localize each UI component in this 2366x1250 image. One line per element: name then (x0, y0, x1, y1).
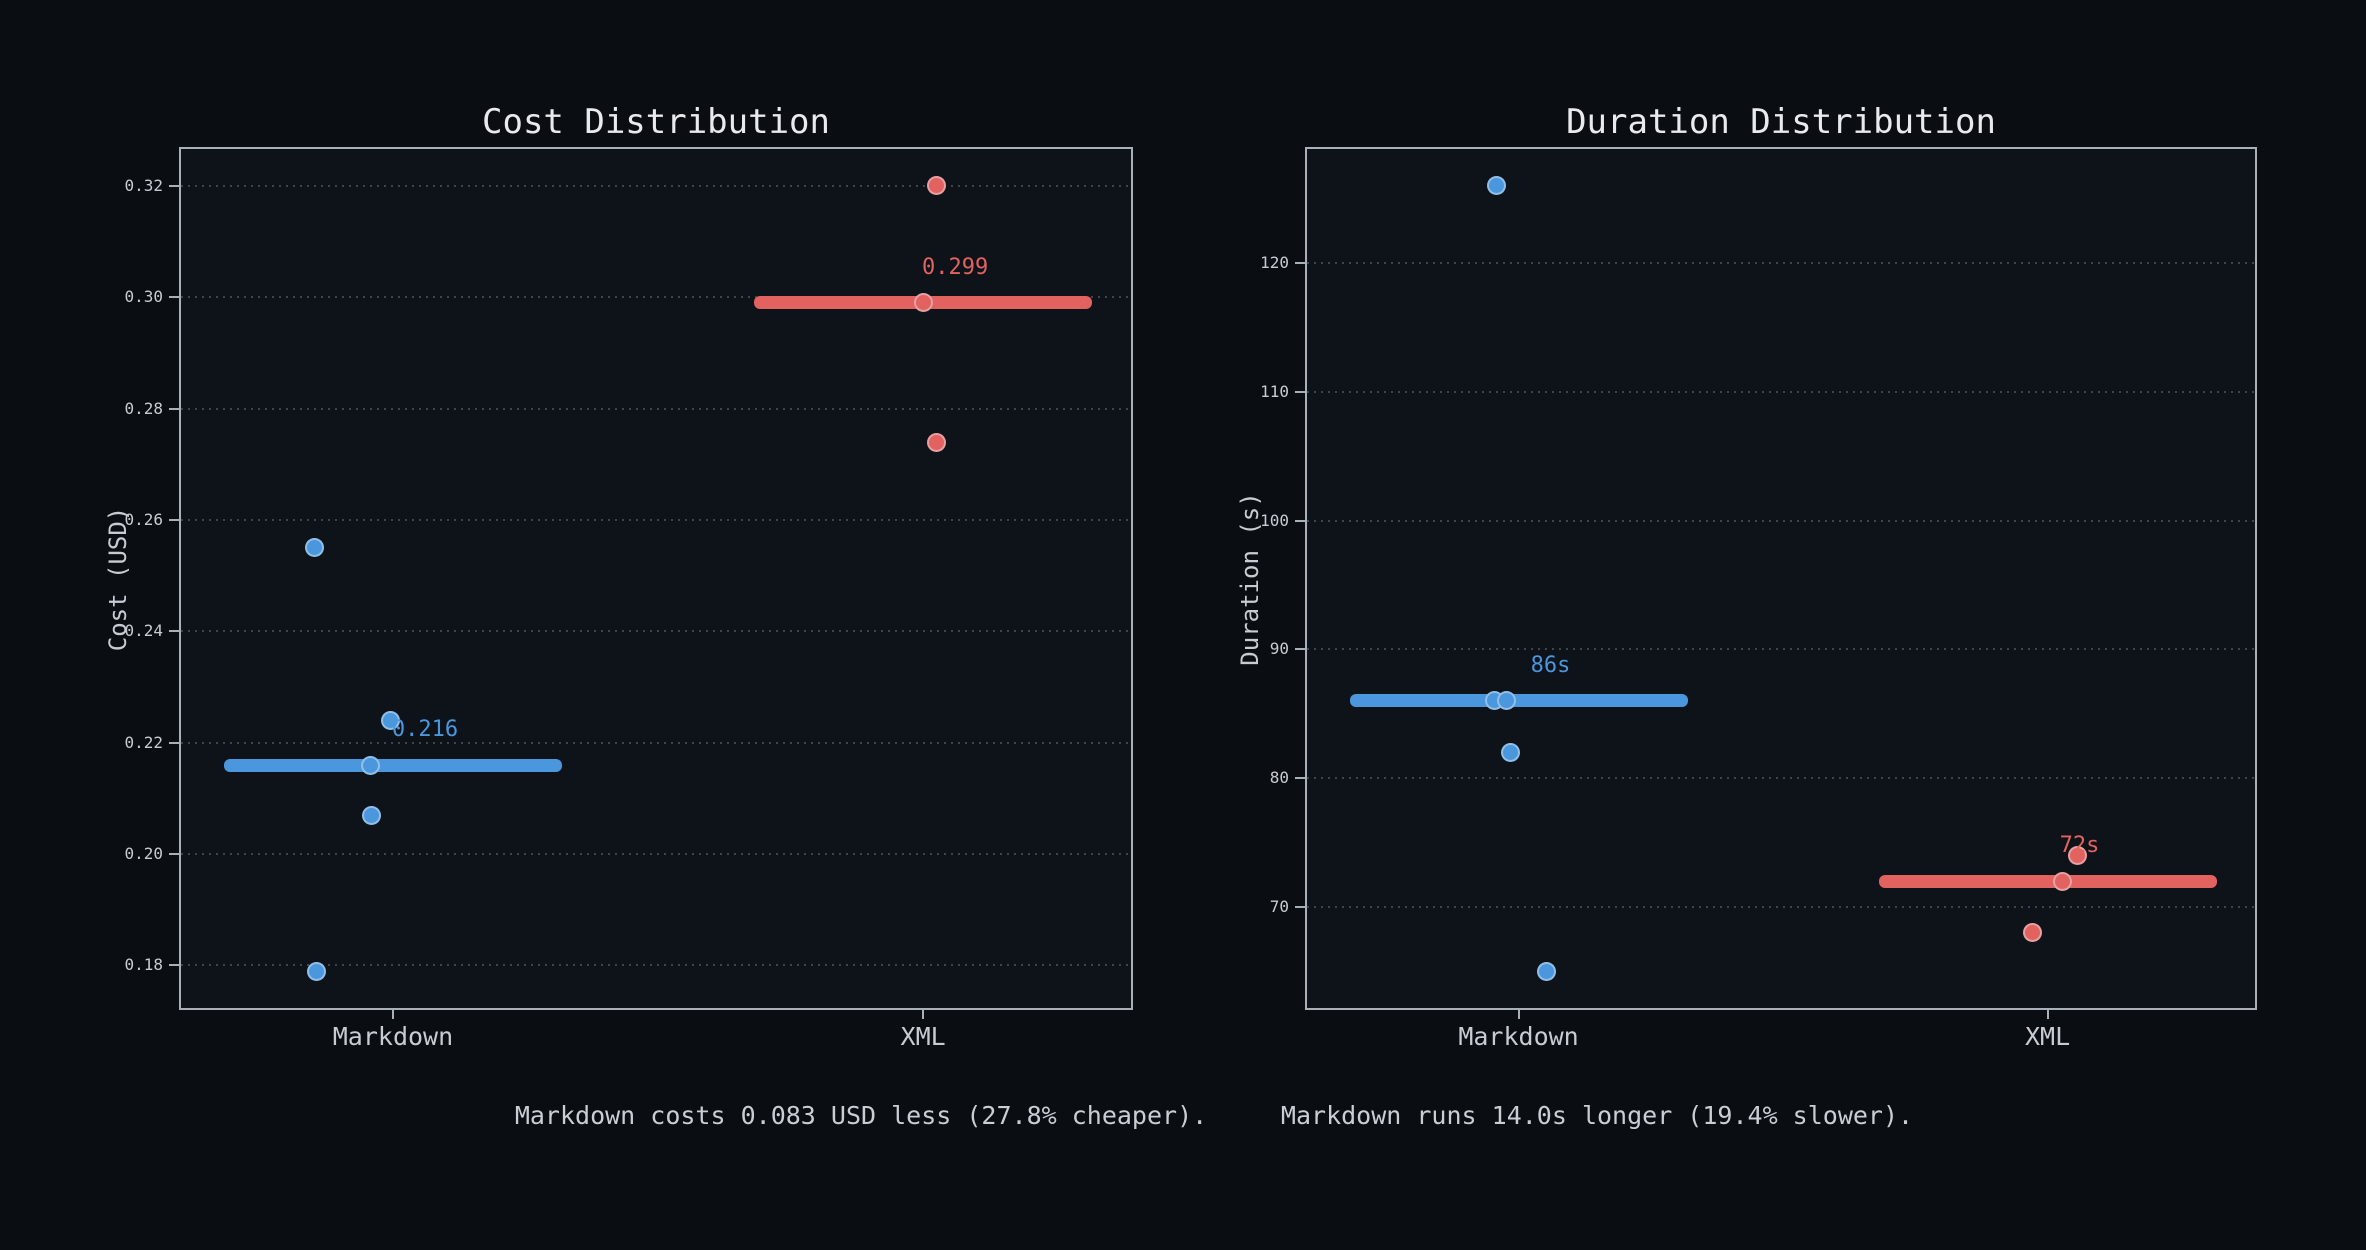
y-tick-mark (169, 630, 179, 633)
y-tick-label: 0.32 (124, 175, 163, 195)
category-label: XML (2024, 1022, 2071, 1051)
gridline (181, 519, 1131, 522)
y-tick-label: 0.30 (124, 287, 163, 307)
median-line (1349, 694, 1688, 708)
y-tick-mark (169, 407, 179, 410)
median-label: 0.216 (391, 717, 459, 743)
y-axis-label: Cost (USD) (104, 506, 132, 651)
y-tick-label: 90 (1269, 639, 1289, 659)
y-tick-label: 100 (1260, 510, 1289, 530)
y-tick-mark (169, 964, 179, 967)
data-point (305, 538, 325, 558)
x-tick-mark (922, 1010, 925, 1019)
chart-title: Cost Distribution (482, 102, 830, 142)
median-label: 72s (2059, 833, 2100, 859)
y-tick-mark (169, 184, 179, 187)
data-point (2068, 845, 2088, 865)
y-tick-label: 0.18 (124, 955, 163, 975)
y-tick-mark (1295, 390, 1305, 393)
y-tick-mark (169, 296, 179, 299)
gridline (1307, 777, 2255, 780)
x-tick-mark (2046, 1010, 2049, 1019)
median-label: 0.299 (921, 254, 989, 280)
data-point (2023, 923, 2043, 943)
data-point (362, 805, 382, 825)
data-point (381, 710, 401, 730)
y-tick-label: 0.22 (124, 732, 163, 752)
gridline (181, 853, 1131, 856)
plot-area (179, 147, 1133, 1010)
gridline (181, 964, 1131, 967)
y-tick-label: 0.26 (124, 510, 163, 530)
data-point (926, 176, 946, 196)
gridline (1307, 390, 2255, 393)
data-point (926, 432, 946, 452)
y-tick-mark (169, 741, 179, 744)
y-tick-mark (1295, 648, 1305, 651)
data-point (1497, 691, 1517, 711)
data-point (361, 755, 381, 775)
gridline (181, 741, 1131, 744)
x-tick-mark (391, 1010, 394, 1019)
y-tick-label: 0.20 (124, 844, 163, 864)
data-point (2053, 871, 2073, 891)
data-point (1501, 742, 1521, 762)
median-line (1878, 874, 2217, 888)
median-label: 86s (1530, 652, 1571, 678)
data-point (1537, 961, 1557, 981)
plot-area (1305, 147, 2257, 1010)
y-tick-mark (1295, 519, 1305, 522)
gridline (181, 296, 1131, 299)
category-label: Markdown (332, 1022, 454, 1051)
y-tick-label: 120 (1260, 252, 1289, 272)
gridline (181, 184, 1131, 187)
y-tick-mark (1295, 777, 1305, 780)
category-label: XML (900, 1022, 946, 1051)
gridline (181, 407, 1131, 410)
gridline (1307, 261, 2255, 264)
y-tick-mark (169, 519, 179, 522)
y-tick-mark (169, 853, 179, 856)
y-tick-mark (1295, 905, 1305, 908)
gridline (1307, 519, 2255, 522)
data-point (1487, 176, 1507, 196)
gridline (1307, 905, 2255, 908)
data-point (307, 961, 327, 981)
gridline (181, 630, 1131, 633)
y-tick-label: 80 (1269, 768, 1289, 788)
y-axis-label: Duration (s) (1236, 491, 1264, 666)
y-tick-label: 0.24 (124, 621, 163, 641)
category-label: Markdown (1458, 1022, 1579, 1051)
y-tick-label: 0.28 (124, 398, 163, 418)
caption-duration: Markdown runs 14.0s longer (19.4% slower… (1280, 1101, 1914, 1130)
median-line (223, 758, 562, 772)
y-tick-label: 70 (1269, 896, 1289, 916)
chart-title: Duration Distribution (1566, 102, 1996, 142)
caption-cost: Markdown costs 0.083 USD less (27.8% che… (514, 1101, 1208, 1130)
y-tick-label: 110 (1260, 381, 1289, 401)
x-tick-mark (1517, 1010, 1520, 1019)
data-point (913, 293, 933, 313)
gridline (1307, 648, 2255, 651)
y-tick-mark (1295, 261, 1305, 264)
